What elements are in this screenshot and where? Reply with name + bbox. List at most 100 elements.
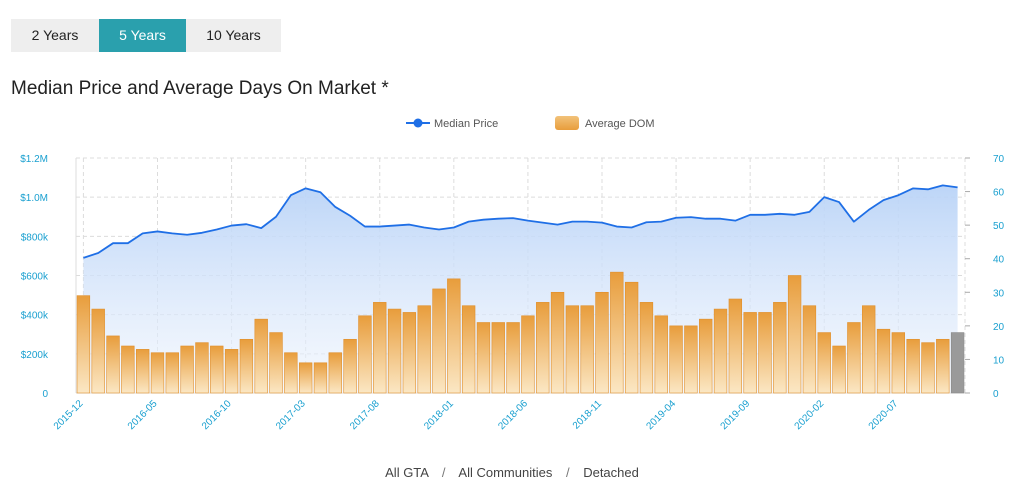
- y-right-tick-label: 60: [993, 188, 1005, 199]
- x-tick-label: 2017-08: [348, 398, 382, 432]
- dom-bar[interactable]: [610, 271, 624, 394]
- dom-bar[interactable]: [669, 325, 683, 394]
- dom-bar[interactable]: [476, 322, 491, 394]
- dom-bar[interactable]: [624, 281, 639, 394]
- dom-bar[interactable]: [313, 362, 328, 394]
- dom-bar[interactable]: [876, 328, 891, 394]
- dom-bar[interactable]: [565, 305, 580, 394]
- dom-bar[interactable]: [654, 315, 668, 394]
- y-left-tick-label: $400k: [21, 311, 49, 322]
- x-tick-label: 2020-02: [793, 398, 827, 432]
- dom-bar[interactable]: [743, 312, 757, 394]
- dom-bar[interactable]: [906, 338, 920, 394]
- breadcrumb-community[interactable]: All Communities: [458, 465, 553, 480]
- period-tabs: 2 Years 5 Years 10 Years: [11, 19, 281, 52]
- legend-median-price[interactable]: Median Price: [434, 118, 498, 130]
- x-axis: 2015-12 2016-05 2016-10 2017-03 2017-08 2018-…: [52, 398, 901, 432]
- x-tick-label: 2020-07: [867, 398, 901, 432]
- legend-average-dom[interactable]: Average DOM: [585, 118, 655, 130]
- dom-bar[interactable]: [224, 349, 239, 394]
- x-tick-label: 2016-05: [126, 398, 160, 432]
- dom-bar[interactable]: [343, 338, 357, 394]
- dom-bar[interactable]: [387, 308, 402, 394]
- dom-bar[interactable]: [358, 315, 372, 394]
- dom-bar[interactable]: [298, 362, 313, 394]
- dom-bar[interactable]: [699, 318, 713, 394]
- legend-line-marker: [413, 118, 423, 128]
- y-right-tick-label: 0: [993, 389, 999, 400]
- dom-bar[interactable]: [447, 278, 461, 394]
- right-axis: 0 10 20 30 40 50 60 70: [965, 154, 1005, 400]
- dom-bar[interactable]: [950, 332, 965, 394]
- x-tick-label: 2018-06: [496, 398, 530, 432]
- legend-bar-swatch: [555, 116, 579, 130]
- tab-5-years[interactable]: 5 Years: [99, 19, 186, 52]
- dom-bar[interactable]: [891, 332, 905, 394]
- dom-bar[interactable]: [284, 352, 298, 394]
- x-tick-label: 2019-04: [644, 398, 678, 432]
- y-right-tick-label: 30: [993, 288, 1005, 299]
- dom-bar[interactable]: [802, 305, 817, 394]
- dom-bar[interactable]: [373, 302, 387, 394]
- breadcrumb-separator: /: [565, 465, 570, 480]
- dom-bar[interactable]: [150, 352, 165, 394]
- dom-bar[interactable]: [639, 302, 654, 394]
- y-right-tick-label: 50: [993, 221, 1005, 232]
- dom-bar[interactable]: [773, 302, 787, 394]
- dom-bar[interactable]: [862, 305, 876, 394]
- dom-bar[interactable]: [832, 345, 846, 394]
- dom-bar[interactable]: [402, 312, 417, 394]
- dom-bar[interactable]: [536, 302, 550, 394]
- dom-bar[interactable]: [817, 332, 831, 394]
- dom-bars: [76, 271, 965, 394]
- price-line-path[interactable]: [83, 184, 958, 259]
- dom-bar[interactable]: [491, 322, 505, 394]
- dom-bar[interactable]: [728, 298, 743, 394]
- dom-bar[interactable]: [417, 305, 431, 394]
- x-tick-label: 2017-03: [274, 398, 308, 432]
- dom-bar[interactable]: [787, 275, 802, 394]
- x-tick-label: 2019-09: [719, 398, 753, 432]
- dom-bar[interactable]: [254, 318, 268, 394]
- dom-bar[interactable]: [195, 342, 209, 394]
- dom-bar[interactable]: [580, 305, 594, 394]
- y-left-tick-label: $200k: [21, 350, 49, 361]
- dom-bar[interactable]: [758, 312, 772, 394]
- dom-bar[interactable]: [432, 288, 446, 394]
- dom-bar[interactable]: [713, 308, 728, 394]
- legend: Median Price Average DOM: [406, 116, 655, 130]
- dom-bar[interactable]: [847, 322, 861, 394]
- dom-bar[interactable]: [921, 342, 935, 394]
- dom-bar[interactable]: [595, 291, 609, 394]
- dom-bar[interactable]: [269, 332, 283, 394]
- dom-bar[interactable]: [461, 305, 476, 394]
- dom-bar[interactable]: [239, 338, 254, 394]
- y-left-tick-label: 0: [42, 389, 48, 400]
- y-right-tick-label: 40: [993, 255, 1005, 266]
- dom-bar[interactable]: [328, 352, 342, 394]
- dom-bar[interactable]: [210, 345, 224, 394]
- x-tick-label: 2015-12: [52, 398, 86, 432]
- tab-2-years[interactable]: 2 Years: [11, 19, 99, 52]
- dom-bar[interactable]: [91, 308, 105, 394]
- dom-bar[interactable]: [684, 325, 698, 394]
- dom-bar[interactable]: [521, 315, 535, 394]
- dom-bar[interactable]: [165, 352, 179, 394]
- chart-title: Median Price and Average Days On Market …: [11, 78, 389, 99]
- breadcrumb-region[interactable]: All GTA: [385, 465, 429, 480]
- tab-10-years[interactable]: 10 Years: [186, 19, 281, 52]
- dom-bar[interactable]: [106, 335, 120, 394]
- breadcrumb-type[interactable]: Detached: [583, 465, 639, 480]
- dom-bar[interactable]: [121, 345, 135, 394]
- y-right-tick-label: 20: [993, 322, 1005, 333]
- dom-bar[interactable]: [936, 338, 950, 394]
- left-axis: 0 $200k $400k $600k $800k $1.0M $1.2M: [20, 154, 49, 400]
- dom-bar[interactable]: [180, 345, 194, 394]
- dom-bar[interactable]: [550, 291, 565, 394]
- dom-bar[interactable]: [76, 295, 91, 394]
- y-left-tick-label: $800k: [21, 232, 49, 243]
- dom-bar[interactable]: [506, 322, 520, 394]
- x-tick-label: 2018-01: [422, 398, 456, 432]
- dom-bar[interactable]: [136, 349, 150, 394]
